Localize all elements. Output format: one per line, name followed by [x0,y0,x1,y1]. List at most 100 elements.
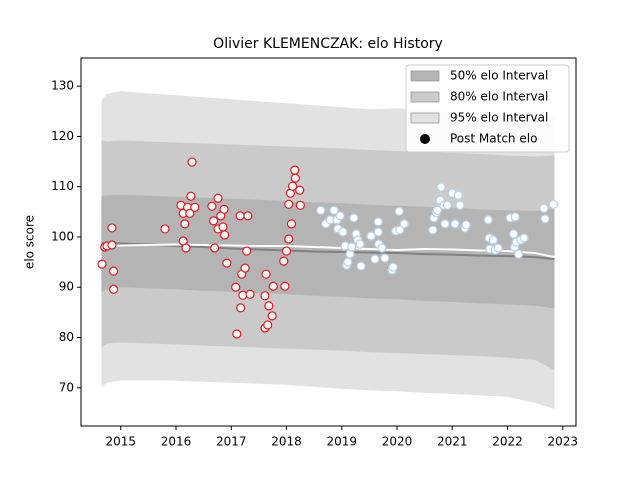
match-point [295,200,305,210]
match-point [97,259,107,269]
match-point [220,230,230,240]
match-point [356,261,366,271]
match-point [508,229,519,239]
match-point [213,193,223,203]
match-point [483,215,493,225]
match-point [455,200,465,210]
match-point [261,269,271,279]
match-point [190,202,200,212]
chart-title: Olivier KLEMENCZAK: elo History [213,36,443,52]
legend-swatch [410,91,440,103]
legend-label: 95% elo Interval [450,111,548,125]
match-point [280,281,290,291]
match-point [267,311,277,321]
match-point [207,201,217,211]
match-point [290,173,300,183]
match-point [355,239,365,249]
match-point [519,233,529,243]
match-point [210,243,220,253]
legend-box [405,64,570,153]
match-point [281,246,292,256]
match-point [316,205,326,215]
x-tick-label: 2016 [161,435,192,449]
match-point [436,182,446,192]
match-point [279,256,289,266]
match-point [453,190,463,200]
match-point [329,205,339,215]
match-point [236,303,246,313]
match-point [540,214,550,224]
match-point [263,320,273,330]
match-point [222,258,232,268]
x-tick-label: 2022 [492,435,523,449]
match-point [290,165,300,175]
y-tick-label: 70 [59,380,74,394]
match-point [461,220,471,230]
y-tick-label: 90 [59,280,74,294]
match-point [399,219,409,229]
match-point [231,282,241,292]
match-point [395,225,405,235]
legend-marker [420,134,430,144]
match-point [260,291,270,301]
match-point [388,262,398,272]
match-point [493,243,503,253]
match-point [284,199,294,209]
match-point [180,219,190,229]
match-point [343,257,353,267]
match-point [245,289,255,299]
match-point [432,205,442,215]
match-point [181,243,191,253]
y-tick-label: 80 [59,330,74,344]
match-point [286,219,297,229]
match-point [235,211,245,221]
legend-swatch [410,70,440,82]
match-point [242,246,252,256]
match-point [488,235,498,245]
legend-label: 50% elo Interval [450,69,548,83]
y-tick-label: 130 [51,79,74,93]
legend-swatch [410,112,440,124]
match-point [264,301,274,311]
x-tick-label: 2018 [271,435,302,449]
plot-frame [80,57,577,427]
match-point [218,222,228,232]
match-point [295,185,305,195]
match-point [513,249,524,259]
match-point [187,157,197,167]
match-point [232,329,242,339]
match-point [108,284,119,294]
x-tick-label: 2019 [326,435,357,449]
match-point [107,223,117,233]
match-point [440,219,450,229]
match-point [373,227,383,237]
legend-label: 80% elo Interval [450,90,548,104]
match-point [186,191,196,201]
y-tick-label: 100 [51,229,74,243]
legend-label: Post Match elo [450,132,537,146]
match-point [284,234,294,244]
match-point [107,240,117,250]
match-point [366,231,376,241]
match-point [240,263,250,273]
match-point [510,212,520,222]
x-tick-label: 2017 [216,435,247,449]
match-point [370,254,380,264]
match-point [160,224,170,234]
match-point [377,243,387,253]
x-tick-label: 2023 [547,435,578,449]
match-point [548,199,558,209]
y-axis-label: elo score [23,215,37,269]
match-point [428,225,438,235]
match-point [373,217,383,227]
x-tick-label: 2015 [106,435,137,449]
x-tick-label: 2021 [437,435,468,449]
match-point [450,219,460,229]
match-point [268,281,278,291]
match-point [442,200,452,210]
match-point [380,253,390,263]
y-tick-label: 120 [51,129,74,143]
match-point [335,211,345,221]
match-point [349,213,359,223]
